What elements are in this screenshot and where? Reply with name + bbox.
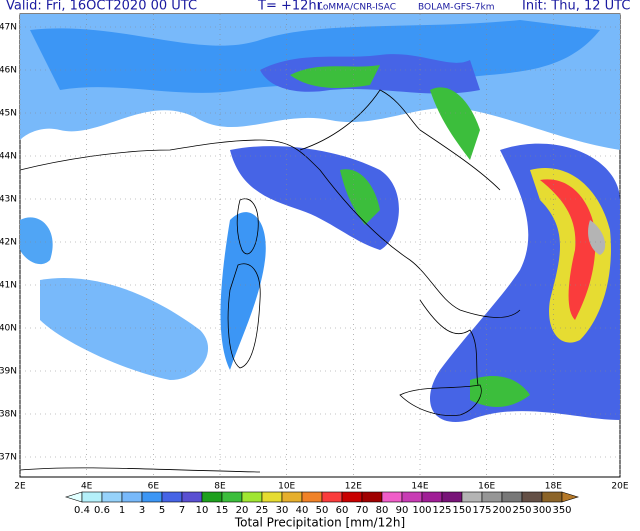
colorbar-label: 150: [452, 505, 471, 516]
coastlines: [19, 89, 521, 473]
colorbar-box: [521, 491, 543, 503]
colorbar-label: 40: [296, 505, 309, 516]
lat-label: 41N: [0, 281, 17, 291]
colorbar-box: [421, 491, 443, 503]
colorbar-label: 175: [472, 505, 491, 516]
lead-time: T= +12hr: [257, 0, 323, 14]
colorbar-box: [501, 491, 523, 503]
colorbar-label: 20: [236, 505, 249, 516]
lon-label: 10E: [278, 482, 295, 492]
lat-label: 37N: [0, 453, 17, 463]
colorbar-box: [381, 491, 403, 503]
lon-label: 12E: [345, 482, 362, 492]
model: BOLAM-GFS-7km: [418, 3, 494, 13]
colorbar-box: [261, 491, 283, 503]
lat-label: 43N: [0, 195, 17, 205]
colorbar-box: [281, 491, 303, 503]
colorbar-label: 300: [532, 505, 551, 516]
colorbar-box: [321, 491, 343, 503]
colorbar-label: 90: [396, 505, 409, 516]
colorbar-label: 3: [139, 505, 145, 516]
colorbar-label: 60: [336, 505, 349, 516]
colorbar-box: [401, 491, 423, 503]
colorbar-label: 350: [552, 505, 571, 516]
colorbar-label: 100: [412, 505, 431, 516]
colorbar-label: 7: [179, 505, 185, 516]
colorbar-label: 70: [356, 505, 369, 516]
colorbar-label: 80: [376, 505, 389, 516]
institute: LoMMA/CNR-ISAC: [318, 3, 396, 13]
colorbar-label: 200: [492, 505, 511, 516]
lat-label: 46N: [0, 66, 17, 76]
lon-label: 20E: [611, 482, 628, 492]
colorbar-label: 1: [119, 505, 125, 516]
colorbar-label: 0.4: [74, 505, 90, 516]
graticule: [19, 14, 621, 477]
lon-label: 8E: [214, 482, 226, 492]
colorbar-box: [81, 491, 103, 503]
precipitation-field: [20, 14, 620, 422]
colorbar-box: [181, 491, 203, 503]
lon-label: 2E: [14, 482, 26, 492]
colorbar-label: 125: [432, 505, 451, 516]
colorbar-box: [101, 491, 123, 503]
colorbar-box: [461, 491, 483, 503]
lon-label: 4E: [81, 482, 93, 492]
colorbar-label: 10: [196, 505, 209, 516]
colorbar-label: 30: [276, 505, 289, 516]
init-time: Init: Thu, 12 UTC: [522, 0, 630, 14]
colorbar-label: 0.6: [94, 505, 110, 516]
colorbar-box: [201, 491, 223, 503]
lon-label: 16E: [478, 482, 495, 492]
colorbar-title: Total Precipitation [mm/12h]: [234, 516, 405, 530]
colorbar-box: [221, 491, 243, 503]
colorbar-box: [361, 491, 383, 503]
colorbar-box: [241, 491, 263, 503]
colorbar-label: 5: [159, 505, 165, 516]
colorbar-label: 250: [512, 505, 531, 516]
colorbar-arrow: [561, 491, 580, 503]
lat-label: 40N: [0, 324, 17, 334]
colorbar-box: [481, 491, 503, 503]
lat-label: 42N: [0, 238, 17, 248]
lat-label: 38N: [0, 410, 17, 420]
colorbar-label: 25: [256, 505, 269, 516]
colorbar-label: 50: [316, 505, 329, 516]
valid-time: Valid: Fri, 16OCT2020 00 UTC: [6, 0, 197, 14]
colorbar-box: [341, 491, 363, 503]
colorbar-arrow: [64, 491, 83, 503]
colorbar-box: [541, 491, 563, 503]
colorbar-box: [161, 491, 183, 503]
lat-label: 39N: [0, 367, 17, 377]
lon-label: 6E: [148, 482, 160, 492]
lon-label: 18E: [545, 482, 562, 492]
lat-label: 45N: [0, 109, 17, 119]
lat-label: 44N: [0, 152, 17, 162]
lat-label: 47N: [0, 23, 17, 33]
colorbar-label: 15: [216, 505, 229, 516]
colorbar-box: [141, 491, 163, 503]
lon-label: 14E: [411, 482, 428, 492]
colorbar-box: [301, 491, 323, 503]
colorbar-box: [441, 491, 463, 503]
colorbar-box: [121, 491, 143, 503]
